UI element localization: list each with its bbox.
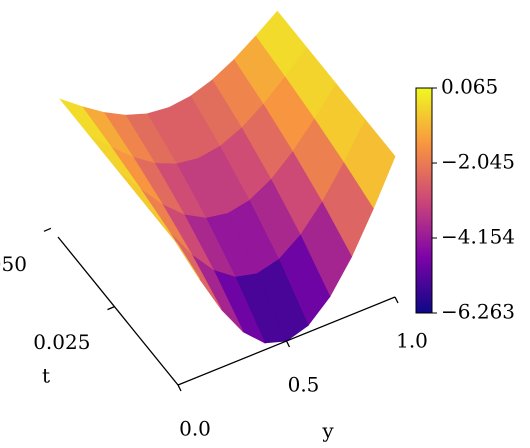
y-tick: [177, 384, 182, 392]
y-tick-label: 0.0: [179, 417, 211, 441]
y-tick: [394, 296, 399, 304]
surface: [59, 10, 396, 344]
t-axis-label: t: [42, 364, 50, 388]
y-tick: [285, 340, 291, 348]
t-axis-line: [57, 236, 179, 386]
t-tick-label: 0.025: [33, 330, 90, 354]
colorbar: [415, 87, 433, 314]
colorbar-tick-label: −2.045: [441, 150, 515, 174]
colorbar-tick-label: −4.154: [441, 225, 515, 249]
t-tick-label: 0.050: [0, 252, 27, 276]
t-tick: [43, 227, 52, 232]
surface-patch: [148, 207, 201, 280]
y-tick-label: 0.5: [288, 373, 320, 397]
y-tick-label: 1.0: [396, 329, 428, 353]
y-axis-label: y: [321, 419, 334, 443]
t-tick: [107, 306, 115, 311]
colorbar-tick-label: 0.065: [441, 75, 498, 99]
colorbar-tick-label: −6.263: [441, 300, 515, 324]
